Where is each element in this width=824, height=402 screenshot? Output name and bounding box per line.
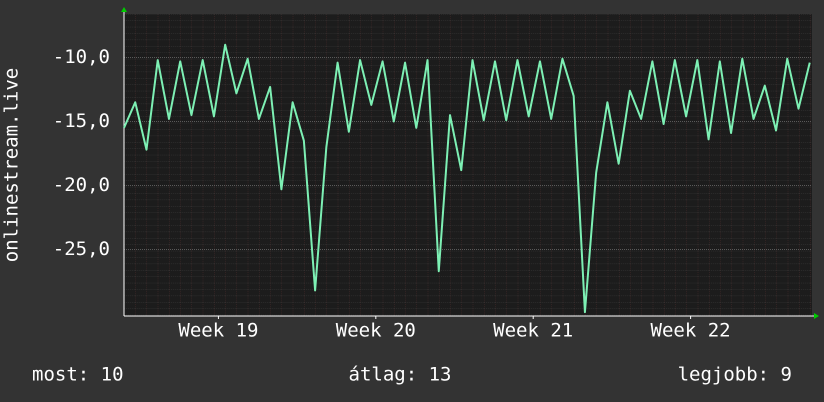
- x-tick-label: Week 19: [178, 320, 258, 342]
- x-tick-label: Week 22: [651, 320, 731, 342]
- x-arrow: [814, 313, 819, 319]
- x-tick-label: Week 20: [336, 320, 416, 342]
- minor-grid: [124, 14, 812, 316]
- series-line: [123, 43, 811, 314]
- y-tick-label: -25,0: [53, 238, 110, 260]
- footer-current: most: 10: [32, 364, 124, 386]
- y-tick-label: -10,0: [53, 46, 110, 68]
- y-axis-label: onlinestream.live: [1, 68, 23, 262]
- y-tick-label: -15,0: [53, 110, 110, 132]
- footer-best: legjobb: 9: [678, 364, 792, 386]
- y-tick-label: -20,0: [53, 174, 110, 196]
- x-tick-label: Week 21: [493, 320, 573, 342]
- footer-average: átlag: 13: [349, 364, 452, 386]
- y-arrow: [121, 7, 127, 12]
